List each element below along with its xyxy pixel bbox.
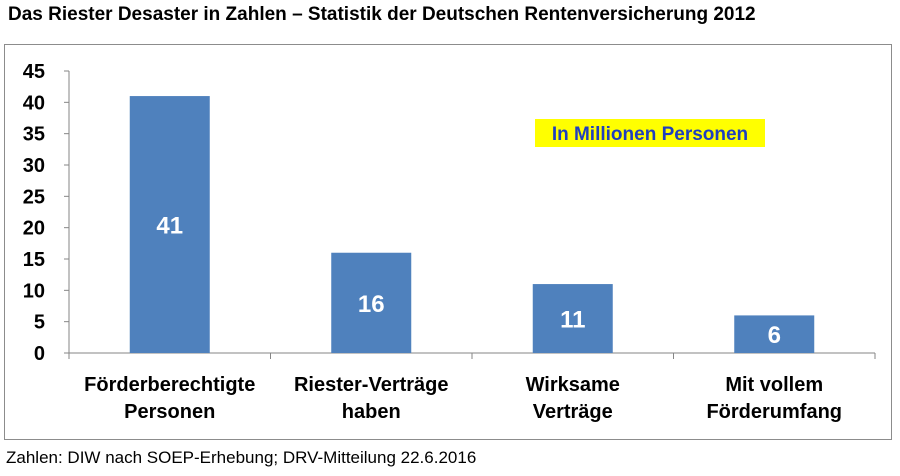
annotation-box <box>535 119 765 147</box>
bar <box>734 315 815 353</box>
bar <box>331 252 412 353</box>
bar-value-label: 16 <box>358 291 385 318</box>
category-label: Wirksame <box>526 374 620 396</box>
chart-area: 0 5 10 15 20 25 30 35 40 45 41 Förderberechtigte Per… <box>4 44 892 440</box>
bar-value-label: 41 <box>156 213 183 240</box>
y-tick-label: 20 <box>23 218 45 240</box>
annotation-text: In Millionen Personen <box>552 124 748 145</box>
category-label: Personen <box>124 401 215 423</box>
y-tick-label: 5 <box>34 312 45 334</box>
y-tick-label: 30 <box>23 155 45 177</box>
bar <box>129 96 210 354</box>
y-tick-label: 35 <box>23 124 45 146</box>
category-label: Mit vollem <box>725 374 823 396</box>
category-label: Förderumfang <box>706 401 842 423</box>
y-tick-label: 15 <box>23 249 45 271</box>
bar-chart: 0 5 10 15 20 25 30 35 40 45 41 Förderberechtigte Per… <box>23 61 876 423</box>
source-note: Zahlen: DIW nach SOEP-Erhebung; DRV-Mitt… <box>6 448 477 467</box>
category-label: Riester-Verträge <box>294 374 449 396</box>
y-tick-label: 45 <box>23 61 45 83</box>
category-label: haben <box>342 401 401 423</box>
y-tick-label: 0 <box>34 343 45 365</box>
y-tick-label: 40 <box>23 92 45 114</box>
chart-title: Das Riester Desaster in Zahlen – Statist… <box>8 4 756 25</box>
bar-value-label: 11 <box>560 307 585 334</box>
category-label: Förderberechtigte <box>84 374 255 396</box>
category-label: Verträge <box>533 401 613 423</box>
bar-value-label: 6 <box>768 322 781 349</box>
y-tick-label: 10 <box>23 280 45 302</box>
y-tick-label: 25 <box>23 186 45 208</box>
bar <box>532 284 613 353</box>
